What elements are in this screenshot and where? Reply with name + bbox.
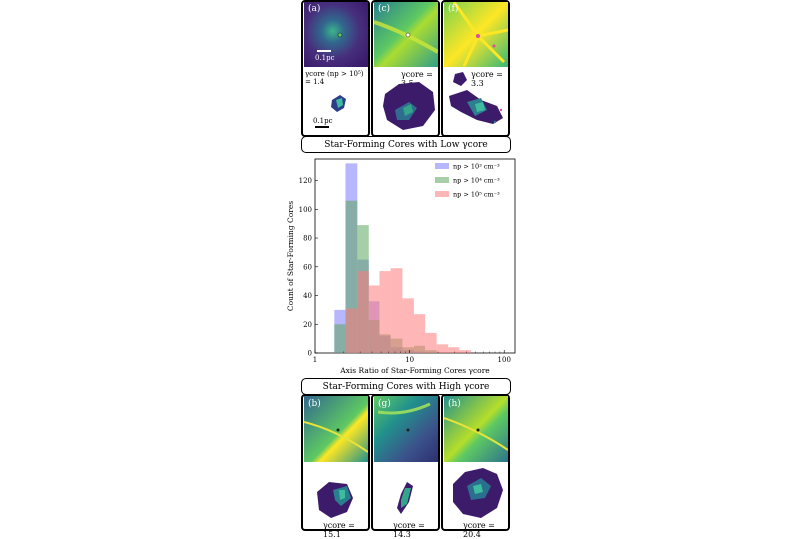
x-tick-label: 10 [405, 356, 414, 364]
top-banner: Star-Forming Cores with Low γcore [301, 136, 511, 153]
top-banner-label: Star-Forming Cores with Low γcore [324, 139, 488, 150]
y-tick-label: 120 [299, 177, 312, 185]
panel-f: (f) γcore = 3.3 [441, 0, 510, 137]
density-map-b [304, 396, 368, 462]
gamma-caption: γcore = 15.1 [323, 521, 355, 539]
histogram-bar [425, 332, 437, 353]
histogram-bar [436, 344, 449, 353]
core-map-a [331, 95, 346, 112]
panel-c: (c) γcore = 3.5 [371, 0, 440, 137]
core-map-b [317, 482, 353, 518]
histogram-bar [345, 308, 358, 353]
y-tick-label: 100 [299, 206, 312, 214]
legend-label: np > 10⁴ cm⁻³ [453, 177, 500, 185]
bottom-banner: Star-Forming Cores with High γcore [301, 378, 511, 395]
panel-tag: (h) [448, 399, 461, 409]
density-map-g [374, 396, 438, 462]
histogram-bar [345, 200, 358, 353]
panel-tag: (a) [308, 4, 321, 14]
histogram-bar [459, 350, 471, 353]
scale-label: 0.1pc [313, 117, 333, 125]
legend-swatch [435, 163, 449, 169]
legend: np > 10³ cm⁻³ np > 10⁴ cm⁻³ np > 10⁵ cm⁻³ [435, 163, 500, 199]
y-tick-label: 0 [308, 350, 312, 358]
core-map-c [383, 82, 435, 130]
core-map-g [397, 482, 413, 514]
x-tick-label: 1 [313, 356, 317, 364]
histogram-bar [379, 271, 391, 353]
x-axis-ticks: 1 10 100 [313, 350, 511, 364]
bars-group [334, 163, 471, 353]
y-tick-label: 20 [303, 321, 312, 329]
density-map-c [374, 2, 438, 67]
histogram-bar [357, 271, 369, 353]
histogram-bar [402, 298, 414, 353]
gamma-caption: γcore = 3.3 [471, 70, 503, 88]
panel-h: (h) γcore = 20.4 [441, 394, 510, 539]
core-map-f [449, 72, 503, 124]
y-tick-label: 80 [303, 235, 312, 243]
legend-label: np > 10³ cm⁻³ [453, 163, 500, 171]
panel-g: (g) γcore = 14.3 [371, 394, 440, 539]
y-axis-ticks: 0 20 40 60 80 100 120 [299, 177, 318, 358]
density-map-a [304, 2, 368, 67]
scale-bar [315, 126, 329, 128]
histogram-bar [368, 285, 380, 353]
x-axis-label: Axis Ratio of Star-Forming Cores γcore [339, 366, 490, 375]
gamma-caption: γcore (np > 10⁵) = 1.4 [305, 70, 364, 86]
panel-tag: (g) [378, 399, 391, 409]
histogram-bar [413, 314, 426, 353]
y-axis-label: Count of Star-Forming Cores [286, 201, 295, 311]
y-tick-label: 40 [303, 292, 312, 300]
density-map-f [444, 2, 508, 67]
panel-tag: (f) [448, 4, 459, 14]
histogram-bar [390, 268, 403, 353]
histogram-bar [448, 347, 460, 353]
bottom-banner-label: Star-Forming Cores with High γcore [322, 381, 490, 392]
x-tick-label: 100 [498, 356, 511, 364]
legend-swatch [435, 177, 449, 183]
legend-swatch [435, 191, 449, 197]
panel-a: (a) 0.1pc γcore (np > 10⁵) = 1.4 0.1pc [301, 0, 370, 137]
gamma-caption: γcore = 14.3 [393, 521, 425, 539]
legend-label: np > 10⁵ cm⁻³ [453, 191, 500, 199]
y-tick-label: 60 [303, 263, 312, 271]
core-map-h [453, 468, 503, 518]
panel-tag: (c) [378, 4, 391, 14]
histogram-bar [334, 324, 346, 353]
density-map-h [444, 396, 508, 462]
gamma-caption: γcore = 20.4 [463, 521, 495, 539]
scale-bar [317, 50, 331, 52]
panel-b: (b) γcore = 15.1 [301, 394, 370, 539]
panel-tag: (b) [308, 399, 321, 409]
scale-label: 0.1pc [315, 54, 335, 62]
